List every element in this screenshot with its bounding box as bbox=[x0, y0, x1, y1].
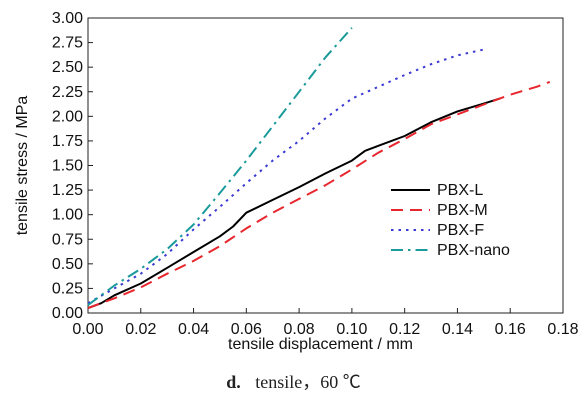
x-tick-label: 0.00 bbox=[72, 321, 103, 338]
y-axis-title: tensile stress / MPa bbox=[14, 96, 31, 236]
y-tick-label: 1.50 bbox=[52, 158, 83, 175]
x-tick-label: 0.06 bbox=[231, 321, 262, 338]
legend-label: PBX-L bbox=[437, 182, 483, 199]
series-line-pbx-f bbox=[87, 48, 485, 305]
plot-frame bbox=[87, 17, 564, 314]
legend-label: PBX-nano bbox=[437, 242, 510, 259]
x-tick-label: 0.08 bbox=[284, 321, 315, 338]
legend-label: PBX-F bbox=[437, 222, 484, 239]
x-tick-label: 0.10 bbox=[336, 321, 367, 338]
legend-label: PBX-M bbox=[437, 202, 488, 219]
x-tick-label: 0.18 bbox=[547, 321, 578, 338]
caption-label: d. bbox=[226, 372, 241, 392]
y-tick-label: 2.00 bbox=[52, 108, 83, 125]
x-tick-label: 0.04 bbox=[178, 321, 209, 338]
y-tick-label: 1.00 bbox=[52, 207, 83, 224]
series-line-pbx-l bbox=[87, 97, 500, 310]
y-tick-label: 1.75 bbox=[52, 133, 83, 150]
chart-plot: 0.00 0.25 0.50 0.75 1.00 1.25 1.50 1.75 2.00 2.25… bbox=[14, 10, 579, 353]
figure-caption: d. tensile，60 ℃ bbox=[0, 368, 587, 394]
x-axis-title: tensile displacement / mm bbox=[228, 336, 413, 353]
y-tick-label: 0.75 bbox=[52, 231, 83, 248]
y-tick-label: 0.50 bbox=[52, 256, 83, 273]
x-tick-label: 0.12 bbox=[389, 321, 420, 338]
y-tick-label: 2.25 bbox=[52, 84, 83, 101]
y-tick-label: 2.50 bbox=[52, 59, 83, 76]
series-line-pbx-nano bbox=[87, 27, 353, 306]
x-tick-label: 0.14 bbox=[442, 321, 473, 338]
x-tick-label: 0.16 bbox=[495, 321, 526, 338]
y-tick-label: 2.75 bbox=[52, 35, 83, 52]
y-tick-label: 1.25 bbox=[52, 182, 83, 199]
caption-text: tensile，60 ℃ bbox=[255, 372, 361, 392]
x-tick-label: 0.02 bbox=[125, 321, 156, 338]
y-tick-label: 0.00 bbox=[52, 305, 83, 322]
y-tick-label: 3.00 bbox=[52, 10, 83, 27]
y-tick-label: 0.25 bbox=[52, 280, 83, 297]
series-line-pbx-m bbox=[87, 80, 551, 310]
